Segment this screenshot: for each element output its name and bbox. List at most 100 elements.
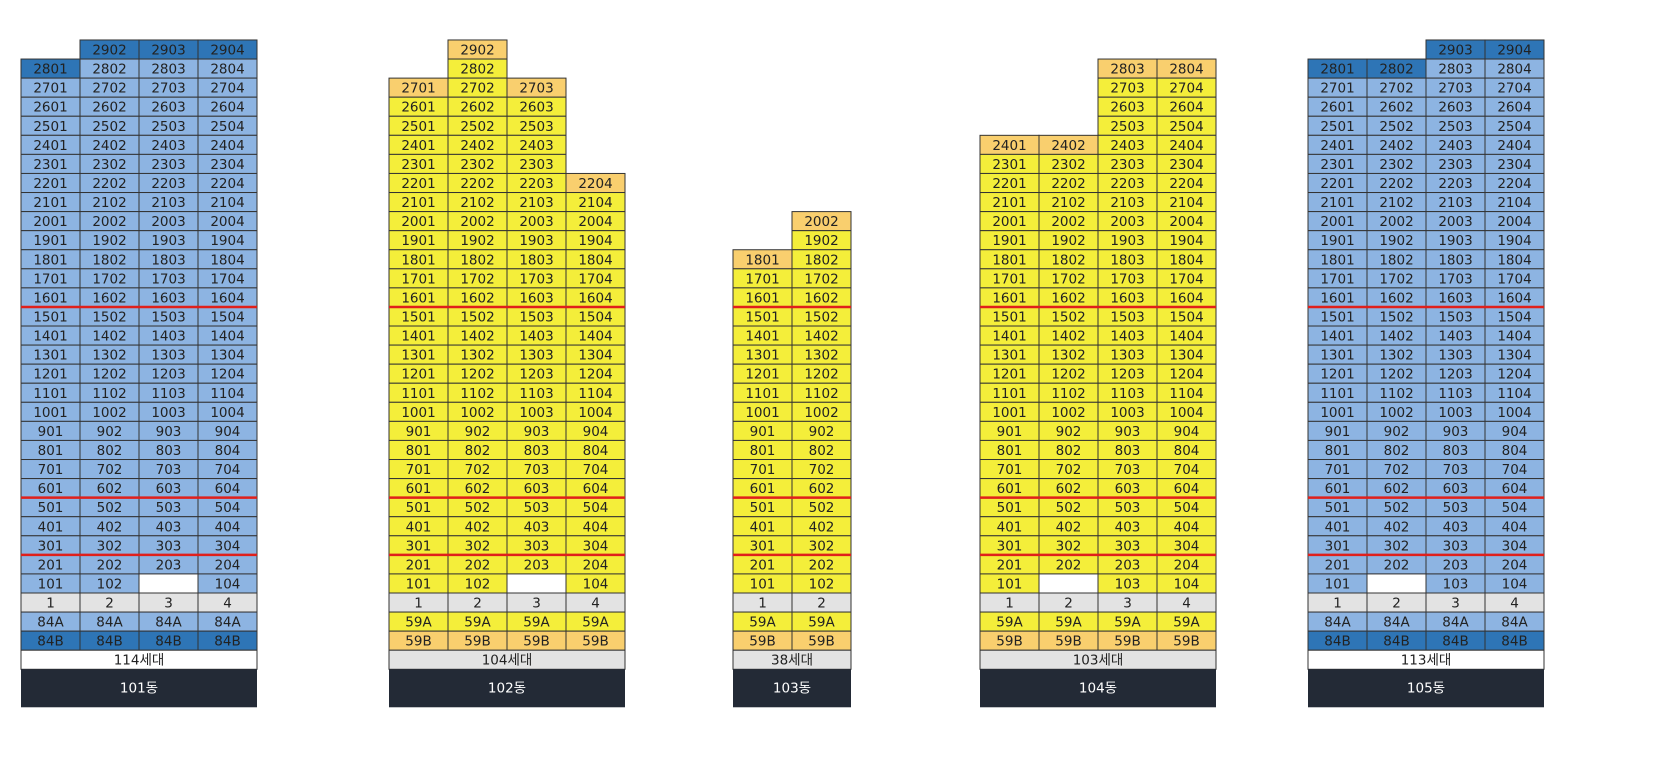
- unit-cell-label: 1802: [1051, 252, 1085, 268]
- unit-cell-label: 1704: [578, 271, 612, 287]
- unit-cell-label: 1604: [578, 290, 612, 306]
- line-number-label: 4: [223, 596, 232, 612]
- unit-cell-label: 1501: [992, 309, 1026, 325]
- unit-cell-label: 902: [97, 424, 123, 440]
- unit-type-label: 84B: [37, 634, 63, 650]
- unit-cell-label: 1301: [33, 348, 67, 364]
- unit-cell-label: 1701: [401, 271, 435, 287]
- unit-cell-label: 503: [524, 500, 550, 516]
- unit-cell-label: 1703: [151, 271, 185, 287]
- unit-cell-label: 1804: [578, 252, 612, 268]
- unit-cell-label: 502: [1384, 500, 1410, 516]
- unit-cell-label: 903: [156, 424, 182, 440]
- line-number-label: 4: [1510, 596, 1519, 612]
- unit-cell-label: 2602: [460, 100, 494, 116]
- unit-cell-label: 2304: [1497, 157, 1531, 173]
- unit-cell-label: 601: [38, 481, 64, 497]
- unit-cell-label: 1703: [1438, 271, 1472, 287]
- unit-cell-label: 1204: [1497, 367, 1531, 383]
- empty-unit: [1366, 573, 1427, 594]
- unit-cell-label: 901: [997, 424, 1023, 440]
- unit-cell-label: 804: [215, 443, 241, 459]
- unit-cell-label: 2103: [1110, 195, 1144, 211]
- building-name: 105동: [1407, 680, 1445, 696]
- unit-cell-label: 1201: [1320, 367, 1354, 383]
- unit-cell-label: 1104: [1169, 386, 1203, 402]
- unit-cell-label: 2301: [33, 157, 67, 173]
- unit-cell-label: 1302: [460, 348, 494, 364]
- unit-cell-label: 1004: [210, 405, 244, 421]
- unit-cell-label: 2401: [401, 138, 435, 154]
- household-count-label: 38세대: [771, 653, 813, 669]
- empty-unit: [1038, 573, 1099, 594]
- unit-cell-label: 1901: [401, 233, 435, 249]
- unit-type-label: 59A: [582, 615, 609, 631]
- unit-cell-label: 804: [1174, 443, 1200, 459]
- unit-cell-label: 1502: [804, 309, 838, 325]
- unit-cell-label: 1903: [1110, 233, 1144, 249]
- unit-cell-label: 402: [809, 519, 835, 535]
- unit-cell-label: 1304: [1497, 348, 1531, 364]
- unit-type-label: 59B: [996, 634, 1022, 650]
- unit-cell-label: 403: [524, 519, 550, 535]
- unit-cell-label: 603: [156, 481, 182, 497]
- unit-cell-label: 2302: [1051, 157, 1085, 173]
- unit-cell-label: 801: [1325, 443, 1351, 459]
- unit-cell-label: 901: [1325, 424, 1351, 440]
- unit-cell-label: 1402: [92, 329, 126, 345]
- unit-cell-label: 802: [465, 443, 491, 459]
- unit-cell-label: 1602: [92, 290, 126, 306]
- unit-cell-label: 702: [1056, 462, 1082, 478]
- unit-cell-label: 703: [156, 462, 182, 478]
- unit-cell-label: 202: [1056, 557, 1082, 573]
- unit-cell-label: 2401: [33, 138, 67, 154]
- unit-cell-label: 2002: [460, 214, 494, 230]
- unit-cell-label: 2003: [1438, 214, 1472, 230]
- unit-cell-label: 802: [97, 443, 123, 459]
- unit-type-label: 59A: [749, 615, 776, 631]
- unit-cell-label: 2804: [210, 62, 244, 78]
- unit-cell-label: 1403: [151, 329, 185, 345]
- unit-cell-label: 801: [997, 443, 1023, 459]
- unit-cell-label: 2404: [210, 138, 244, 154]
- unit-cell-label: 801: [750, 443, 776, 459]
- unit-cell-label: 2101: [1320, 195, 1354, 211]
- unit-cell-label: 2302: [460, 157, 494, 173]
- unit-cell-label: 1401: [745, 329, 779, 345]
- unit-cell-label: 1603: [519, 290, 553, 306]
- unit-cell-label: 603: [1443, 481, 1469, 497]
- unit-cell-label: 1901: [33, 233, 67, 249]
- unit-cell-label: 2703: [151, 81, 185, 97]
- unit-cell-label: 1602: [804, 290, 838, 306]
- unit-type-label: 84A: [37, 615, 64, 631]
- unit-cell-label: 1404: [578, 329, 612, 345]
- unit-cell-label: 2503: [1438, 119, 1472, 135]
- unit-cell-label: 2304: [210, 157, 244, 173]
- unit-cell-label: 1201: [33, 367, 67, 383]
- unit-cell-label: 2103: [151, 195, 185, 211]
- unit-cell-label: 2103: [519, 195, 553, 211]
- unit-cell-label: 802: [809, 443, 835, 459]
- unit-cell-label: 1501: [401, 309, 435, 325]
- unit-cell-label: 2704: [1497, 81, 1531, 97]
- unit-cell-label: 501: [750, 500, 776, 516]
- unit-type-label: 59B: [1055, 634, 1081, 650]
- unit-cell-label: 1903: [1438, 233, 1472, 249]
- unit-cell-label: 602: [465, 481, 491, 497]
- unit-cell-label: 1404: [1497, 329, 1531, 345]
- unit-cell-label: 704: [215, 462, 241, 478]
- unit-cell-label: 2501: [401, 119, 435, 135]
- unit-cell-label: 1704: [1497, 271, 1531, 287]
- unit-type-label: 59A: [996, 615, 1023, 631]
- unit-cell-label: 2001: [401, 214, 435, 230]
- unit-cell-label: 1203: [1438, 367, 1472, 383]
- unit-cell-label: 1902: [1379, 233, 1413, 249]
- unit-cell-label: 2201: [33, 176, 67, 192]
- unit-cell-label: 2201: [401, 176, 435, 192]
- unit-cell-label: 1504: [1497, 309, 1531, 325]
- unit-cell-label: 1302: [1379, 348, 1413, 364]
- unit-type-label: 59B: [405, 634, 431, 650]
- unit-cell-label: 2203: [519, 176, 553, 192]
- unit-cell-label: 1901: [1320, 233, 1354, 249]
